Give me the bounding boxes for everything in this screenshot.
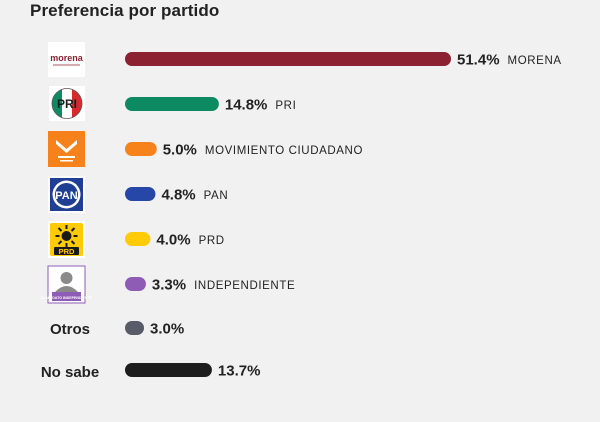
pan-logo-text: PAN — [55, 190, 77, 202]
prd-logo-text: PRD — [59, 247, 75, 256]
bar-independiente — [125, 277, 146, 291]
bar-pri — [125, 97, 219, 111]
party-name-label: MOVIMIENTO CIUDADANO — [205, 145, 363, 157]
bar-movimiento-ciudadano — [125, 142, 157, 156]
value-label: 3.3% — [152, 277, 186, 294]
value-label: 4.8% — [161, 187, 195, 204]
value-label: 5.0% — [163, 142, 197, 159]
value-label: 14.8% — [225, 97, 268, 114]
value-label: 3.0% — [150, 321, 184, 338]
bar-otros — [125, 321, 145, 335]
bar-no-sabe — [125, 363, 212, 377]
bar-morena — [125, 52, 451, 66]
value-label: 51.4% — [457, 52, 500, 69]
party-name-label: PAN — [204, 190, 229, 202]
bar-pan — [125, 187, 156, 201]
pan-logo-icon: PAN — [48, 176, 85, 213]
pri-logo-icon: PRI — [49, 86, 85, 121]
morena-logo-text: morena — [50, 53, 84, 63]
row-label-no-sabe: No sabe — [41, 364, 99, 381]
row-label-otros: Otros — [50, 321, 90, 338]
party-name-label: PRD — [199, 235, 225, 247]
morena-logo-icon: morena — [48, 42, 85, 77]
bar-prd — [125, 232, 151, 246]
independiente-logo-text: CANDIDATO INDEPENDIENTE — [41, 296, 93, 300]
party-name-label: PRI — [275, 100, 296, 112]
party-name-label: INDEPENDIENTE — [194, 280, 295, 292]
chart-title: Preferencia por partido — [30, 1, 220, 20]
independiente-logo-icon: CANDIDATO INDEPENDIENTE — [41, 265, 93, 304]
prd-logo-icon: PRD — [48, 221, 85, 258]
pri-logo-text: PRI — [57, 97, 77, 111]
party-name-label: MORENA — [508, 55, 562, 67]
mc-logo-icon — [48, 131, 85, 167]
value-label: 13.7% — [218, 363, 261, 380]
value-label: 4.0% — [156, 232, 190, 249]
